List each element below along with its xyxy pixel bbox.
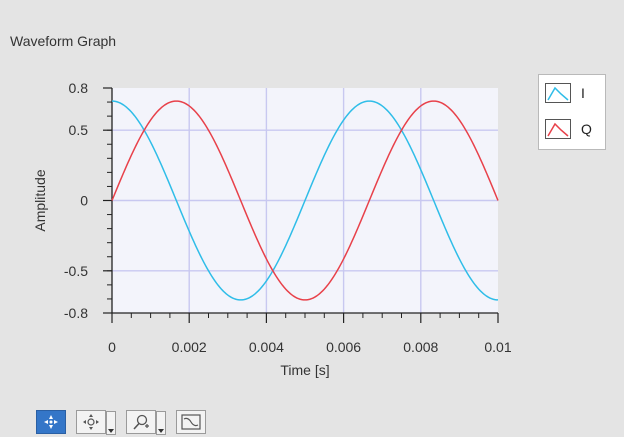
line-plot-icon — [545, 119, 571, 139]
autoscale-icon — [181, 414, 201, 430]
x-tick-label: 0 — [108, 339, 116, 355]
plot-legend[interactable]: I Q — [538, 74, 606, 150]
chevron-down-icon — [158, 429, 164, 433]
cursor-tool-button[interactable] — [36, 410, 66, 434]
x-tick-label: 0.004 — [249, 339, 284, 355]
line-plot-icon — [545, 83, 571, 103]
legend-label-i: I — [581, 85, 585, 101]
y-tick-label: 0 — [80, 193, 88, 209]
graph-title: Waveform Graph — [10, 33, 117, 49]
pan-icon — [83, 414, 99, 430]
legend-label-q: Q — [581, 121, 592, 137]
pan-tool-button[interactable] — [76, 410, 116, 435]
zoom-tool-button[interactable] — [126, 410, 166, 435]
legend-item-i[interactable]: I — [545, 81, 585, 105]
y-tick-label: 0.8 — [69, 80, 89, 96]
legend-item-q[interactable]: Q — [545, 117, 592, 141]
y-tick-label: -0.8 — [64, 305, 88, 321]
x-tick-label: 0.002 — [172, 339, 207, 355]
zoom-dropdown-button[interactable] — [156, 411, 166, 435]
cursor-move-icon — [44, 415, 58, 429]
autoscale-button[interactable] — [176, 410, 206, 434]
y-tick-label: -0.5 — [64, 263, 88, 279]
x-tick-label: 0.006 — [326, 339, 361, 355]
x-axis-label: Time [s] — [280, 362, 329, 378]
series-line-q — [111, 100, 499, 301]
zoom-icon — [133, 414, 149, 430]
y-tick-label: 0.5 — [69, 122, 89, 138]
graph-toolbar — [36, 410, 206, 435]
x-tick-label: 0.01 — [484, 339, 511, 355]
pan-dropdown-button[interactable] — [106, 411, 116, 435]
chevron-down-icon — [108, 429, 114, 433]
series-line-i — [111, 100, 499, 301]
y-axis-label: Amplitude — [32, 169, 48, 231]
x-tick-label: 0.008 — [403, 339, 438, 355]
